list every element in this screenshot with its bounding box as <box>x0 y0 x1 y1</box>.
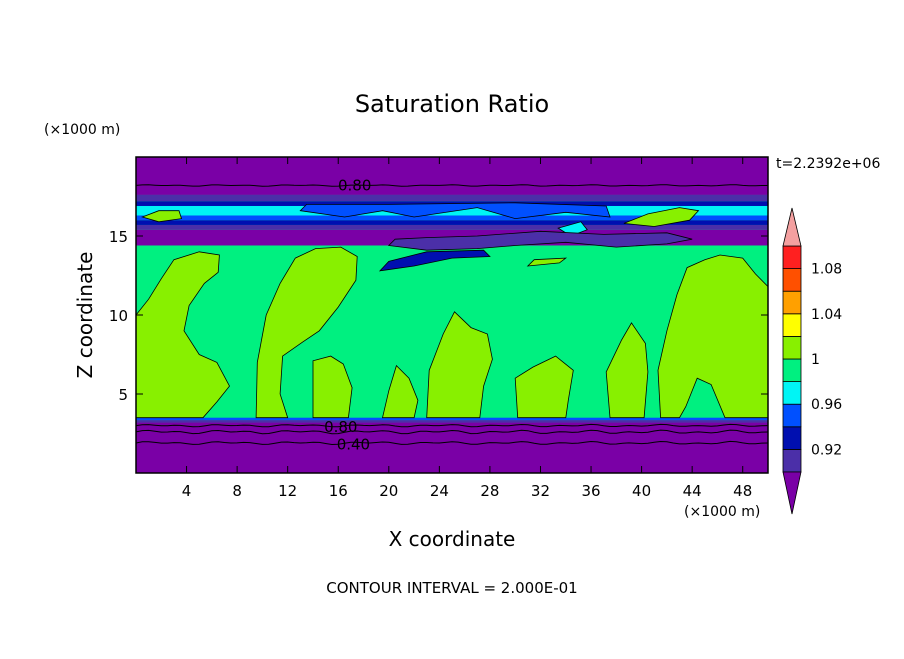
colorbar-segment <box>782 335 802 360</box>
colorbar-label: 0.96 <box>811 397 842 413</box>
contour-interval-text: CONTOUR INTERVAL = 2.000E-01 <box>326 579 577 597</box>
dark-blue-streak <box>378 249 491 272</box>
time-label: t=2.2392e+06 <box>776 156 880 172</box>
upper-band-c <box>136 215 768 221</box>
x-axis-label: X coordinate <box>389 527 516 551</box>
x-tick-label: 32 <box>531 482 550 500</box>
green-region-upper-mid <box>526 257 568 267</box>
x-tick-label: 40 <box>632 482 651 500</box>
colorbar: 0.92 0.96 1 1.04 1.08 <box>782 207 842 515</box>
colorbar-segment <box>782 426 802 450</box>
colorbar-max-arrow <box>782 207 802 247</box>
upper-band-f <box>136 194 768 202</box>
colorbar-min-arrow <box>782 471 802 515</box>
green-region-small <box>381 364 419 419</box>
green-patch-top-left <box>141 210 183 223</box>
green-region-lower <box>312 355 353 419</box>
blue-streak-upper <box>299 202 611 220</box>
contour-line-upper-bottom <box>136 423 768 428</box>
colorbar-label: 1 <box>811 352 820 368</box>
colorbar-segment <box>782 290 802 315</box>
x-tick-label: 16 <box>329 482 348 500</box>
colorbar-segment <box>782 448 802 473</box>
indigo-streak-upper <box>387 230 693 251</box>
contour-label: 0.40 <box>337 436 370 454</box>
x-tick-label: 24 <box>430 482 449 500</box>
plot-area: 0.800.800.40 <box>136 157 768 473</box>
green-region-right <box>657 254 768 419</box>
contour-line-top <box>136 184 768 187</box>
y-tick-label: 15 <box>109 228 128 246</box>
x-axis: 4 8 12 16 20 24 28 32 36 40 44 48 <box>182 157 752 500</box>
green-region-left <box>136 251 230 419</box>
colorbar-label: 1.04 <box>811 307 842 323</box>
colorbar-segment <box>782 358 802 383</box>
colorbar-label: 0.92 <box>811 442 842 458</box>
green-region-mid-right <box>514 355 574 419</box>
colorbar-segment <box>782 313 802 337</box>
y-axis: 5 10 15 <box>109 228 768 404</box>
y-tick-label: 5 <box>118 386 128 404</box>
x-tick-label: 28 <box>480 482 499 500</box>
upper-band-a <box>136 224 768 230</box>
colorbar-segment <box>782 268 802 292</box>
chart-title: Saturation Ratio <box>355 90 549 118</box>
colorbar-label: 1.08 <box>811 262 842 278</box>
x-tick-label: 44 <box>683 482 702 500</box>
x-tick-label: 36 <box>581 482 600 500</box>
lower-transition-band <box>136 417 768 421</box>
colorbar-segment <box>782 245 802 270</box>
x-tick-label: 4 <box>182 482 192 500</box>
green-patch-top-right <box>623 207 700 227</box>
contour-line-low <box>136 440 768 446</box>
x-tick-label: 12 <box>278 482 297 500</box>
x-unit-label: (×1000 m) <box>684 504 760 520</box>
y-unit-label: (×1000 m) <box>44 122 120 138</box>
contour-label: 0.80 <box>338 176 371 194</box>
green-region-mid <box>426 311 493 419</box>
y-tick-label: 10 <box>109 307 128 325</box>
colorbar-segment <box>782 403 802 428</box>
green-region-right-small <box>605 322 649 419</box>
contour-label: 0.80 <box>324 418 357 436</box>
top-layer <box>136 157 768 195</box>
x-tick-label: 20 <box>379 482 398 500</box>
colorbar-segment <box>782 381 802 405</box>
contour-line-mid <box>136 429 768 435</box>
bottom-edge-band <box>136 420 768 423</box>
upper-band-b <box>136 220 768 225</box>
green-region-center-left <box>255 246 358 419</box>
x-tick-label: 8 <box>232 482 242 500</box>
x-tick-label: 48 <box>733 482 752 500</box>
y-axis-label: Z coordinate <box>73 252 97 379</box>
